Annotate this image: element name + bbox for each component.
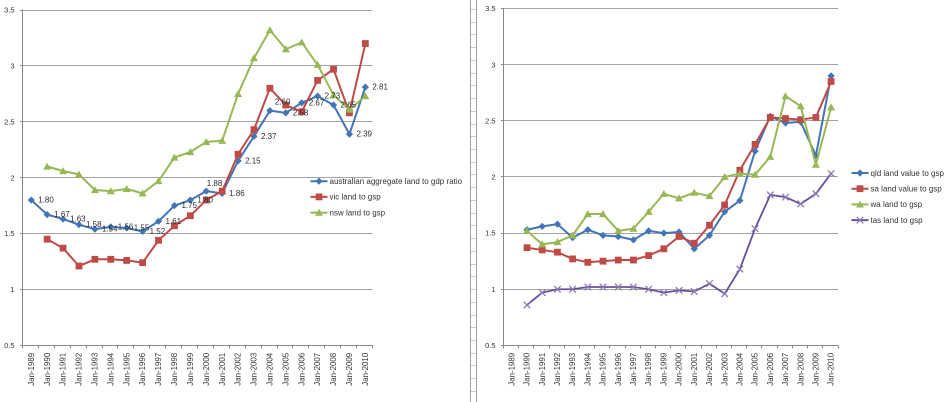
svg-text:Jan-1997: Jan-1997 xyxy=(154,353,163,386)
svg-text:Jan-2002: Jan-2002 xyxy=(705,353,714,386)
svg-text:Jan-1995: Jan-1995 xyxy=(599,352,608,386)
svg-text:Jan-1994: Jan-1994 xyxy=(583,352,592,386)
svg-text:Jan-2006: Jan-2006 xyxy=(766,352,775,386)
svg-text:Jan-2003: Jan-2003 xyxy=(250,352,259,386)
svg-text:1: 1 xyxy=(10,285,14,294)
svg-text:Jan-1996: Jan-1996 xyxy=(614,352,623,386)
svg-text:1.80: 1.80 xyxy=(38,196,54,205)
svg-text:Jan-1993: Jan-1993 xyxy=(90,352,99,386)
svg-text:0.5: 0.5 xyxy=(4,341,14,350)
svg-text:2: 2 xyxy=(491,173,495,182)
svg-text:Jan-1996: Jan-1996 xyxy=(138,352,147,386)
svg-text:nsw land to gsp: nsw land to gsp xyxy=(330,208,386,217)
svg-text:Jan-2007: Jan-2007 xyxy=(781,353,790,386)
svg-text:1.80: 1.80 xyxy=(197,196,213,205)
svg-text:Jan-1999: Jan-1999 xyxy=(186,352,195,386)
svg-text:Jan-2010: Jan-2010 xyxy=(827,352,836,386)
svg-text:Jan-2004: Jan-2004 xyxy=(265,352,274,386)
svg-text:Jan-2005: Jan-2005 xyxy=(281,352,290,386)
svg-text:Jan-2009: Jan-2009 xyxy=(345,352,354,386)
svg-text:1.58: 1.58 xyxy=(86,220,102,229)
svg-text:2.60: 2.60 xyxy=(275,98,291,107)
svg-text:Jan-1990: Jan-1990 xyxy=(523,352,532,386)
svg-text:1.75: 1.75 xyxy=(181,201,197,210)
svg-text:Jan-1994: Jan-1994 xyxy=(106,352,115,386)
svg-text:0.5: 0.5 xyxy=(485,341,495,350)
svg-text:sa land value to gsp: sa land value to gsp xyxy=(871,185,943,194)
svg-text:1: 1 xyxy=(491,285,495,294)
svg-text:1.55: 1.55 xyxy=(134,224,150,233)
svg-text:Jan-1990: Jan-1990 xyxy=(43,352,52,386)
svg-text:Jan-2008: Jan-2008 xyxy=(329,352,338,386)
svg-text:Jan-2004: Jan-2004 xyxy=(735,352,744,386)
svg-text:2.39: 2.39 xyxy=(356,130,372,139)
svg-text:1.5: 1.5 xyxy=(485,229,495,238)
svg-text:Jan-1995: Jan-1995 xyxy=(122,352,131,386)
svg-text:2.5: 2.5 xyxy=(485,116,495,125)
svg-text:Jan-2000: Jan-2000 xyxy=(202,352,211,386)
svg-text:Jan-2000: Jan-2000 xyxy=(675,352,684,386)
svg-text:Jan-2001: Jan-2001 xyxy=(218,353,227,386)
svg-text:Jan-1991: Jan-1991 xyxy=(538,353,547,386)
svg-text:3.5: 3.5 xyxy=(485,4,495,13)
svg-text:Jan-1992: Jan-1992 xyxy=(553,353,562,386)
svg-text:Jan-2008: Jan-2008 xyxy=(796,352,805,386)
svg-text:1.52: 1.52 xyxy=(150,227,166,236)
svg-text:Jan-2003: Jan-2003 xyxy=(720,352,729,386)
svg-text:1.61: 1.61 xyxy=(166,217,182,226)
svg-text:Jan-2010: Jan-2010 xyxy=(361,352,370,386)
svg-text:2.73: 2.73 xyxy=(325,92,341,101)
svg-text:Jan-2009: Jan-2009 xyxy=(811,352,820,386)
svg-text:2.67: 2.67 xyxy=(309,98,325,107)
svg-text:Jan-2001: Jan-2001 xyxy=(690,353,699,386)
svg-text:Jan-1999: Jan-1999 xyxy=(659,352,668,386)
svg-text:1.56: 1.56 xyxy=(118,222,134,231)
svg-text:2.5: 2.5 xyxy=(4,117,14,126)
svg-text:Jan-1989: Jan-1989 xyxy=(507,352,516,386)
svg-text:Jan-2006: Jan-2006 xyxy=(297,352,306,386)
svg-text:2.65: 2.65 xyxy=(341,101,357,110)
svg-text:1.54: 1.54 xyxy=(102,225,118,234)
svg-text:2.81: 2.81 xyxy=(372,83,388,92)
svg-text:1.5: 1.5 xyxy=(4,229,14,238)
svg-text:vic land to gsp: vic land to gsp xyxy=(330,193,382,202)
svg-text:Jan-1991: Jan-1991 xyxy=(59,353,68,386)
svg-text:Jan-1998: Jan-1998 xyxy=(644,352,653,386)
svg-text:qld land value to gsp: qld land value to gsp xyxy=(871,169,945,178)
svg-text:1.63: 1.63 xyxy=(70,215,86,224)
svg-text:3: 3 xyxy=(491,60,495,69)
svg-text:1.67: 1.67 xyxy=(54,210,70,219)
svg-text:3.5: 3.5 xyxy=(4,6,14,15)
svg-text:Jan-1998: Jan-1998 xyxy=(170,352,179,386)
svg-text:1.88: 1.88 xyxy=(207,179,223,188)
svg-text:Jan-1993: Jan-1993 xyxy=(568,352,577,386)
svg-text:wa land to gsp: wa land to gsp xyxy=(870,200,923,209)
svg-text:3: 3 xyxy=(10,62,14,71)
svg-text:2.37: 2.37 xyxy=(261,132,277,141)
svg-text:Jan-1992: Jan-1992 xyxy=(75,353,84,386)
svg-text:Jan-2007: Jan-2007 xyxy=(313,353,322,386)
svg-text:Jan-2005: Jan-2005 xyxy=(751,352,760,386)
svg-text:australian aggregate land to g: australian aggregate land to gdp ratio xyxy=(330,177,463,186)
svg-text:2.58: 2.58 xyxy=(293,108,309,117)
svg-text:1.86: 1.86 xyxy=(229,189,245,198)
svg-text:Jan-2002: Jan-2002 xyxy=(234,353,243,386)
svg-text:2.15: 2.15 xyxy=(245,156,261,165)
svg-text:2: 2 xyxy=(10,173,14,182)
svg-text:tas land to gsp: tas land to gsp xyxy=(871,216,924,225)
svg-text:Jan-1997: Jan-1997 xyxy=(629,353,638,386)
svg-text:Jan-1989: Jan-1989 xyxy=(27,352,36,386)
